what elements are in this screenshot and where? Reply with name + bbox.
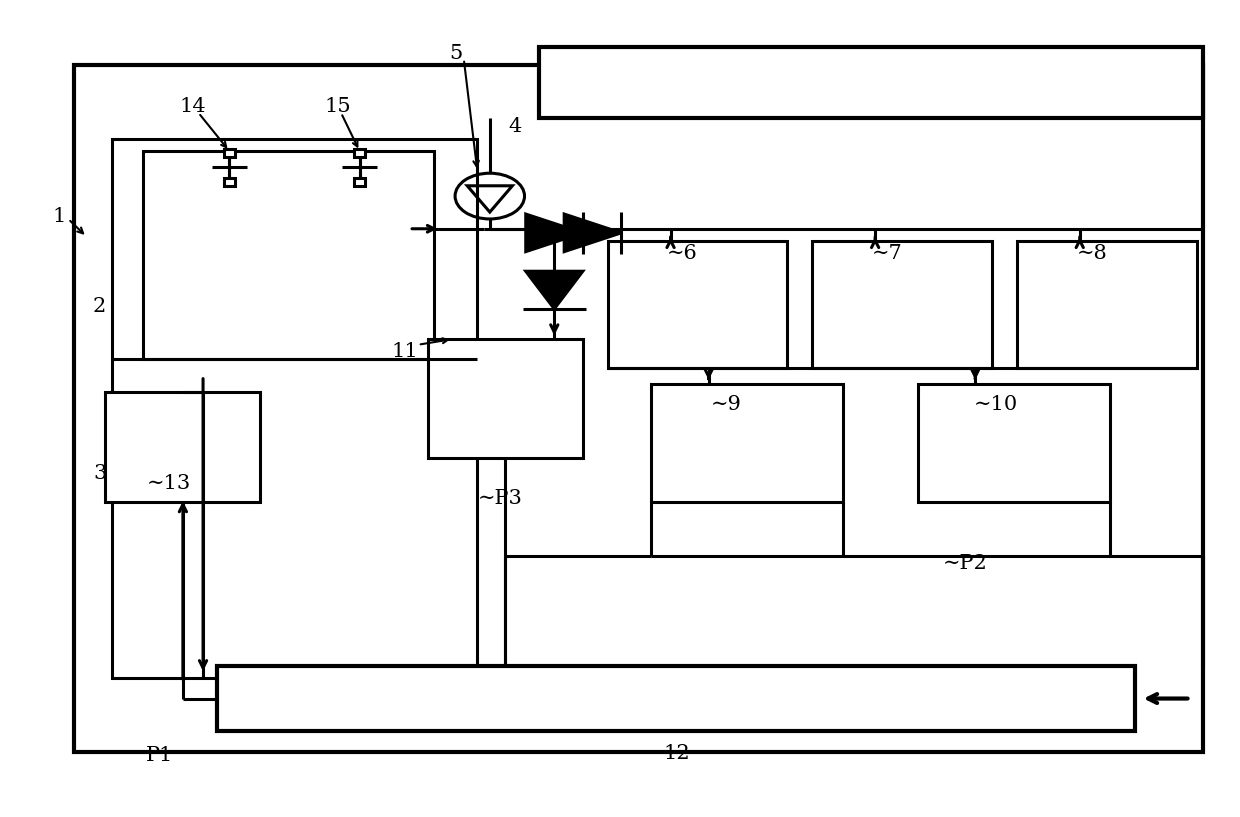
Bar xyxy=(112,139,477,678)
Text: 11: 11 xyxy=(392,342,419,361)
Text: ∼7: ∼7 xyxy=(872,243,903,263)
Bar xyxy=(651,384,843,502)
Bar xyxy=(1017,241,1197,368)
Text: 5: 5 xyxy=(449,43,463,63)
Text: 4: 4 xyxy=(508,117,522,136)
Bar xyxy=(74,65,1203,752)
Text: 15: 15 xyxy=(325,96,351,116)
Text: 2: 2 xyxy=(93,297,107,316)
Bar xyxy=(355,178,365,185)
Bar xyxy=(539,47,1203,118)
Text: P1: P1 xyxy=(146,746,174,766)
Bar xyxy=(105,392,260,502)
Text: ∼P3: ∼P3 xyxy=(477,489,522,508)
Bar xyxy=(428,339,583,458)
Text: 14: 14 xyxy=(180,96,206,116)
Text: 1: 1 xyxy=(52,207,66,226)
Text: ∼10: ∼10 xyxy=(973,395,1018,414)
Bar xyxy=(224,178,234,185)
Bar xyxy=(143,151,434,359)
Bar xyxy=(224,150,234,157)
Text: ∼8: ∼8 xyxy=(1076,243,1107,263)
Text: ∼6: ∼6 xyxy=(667,243,698,263)
Text: 12: 12 xyxy=(663,743,689,763)
Bar xyxy=(812,241,992,368)
Text: ∼13: ∼13 xyxy=(146,474,191,493)
Bar xyxy=(608,241,787,368)
Bar xyxy=(355,150,365,157)
Text: ∼P2: ∼P2 xyxy=(942,554,987,574)
Bar xyxy=(918,384,1110,502)
Text: 3: 3 xyxy=(93,464,107,484)
Bar xyxy=(217,666,1135,731)
Polygon shape xyxy=(564,214,621,252)
Polygon shape xyxy=(526,271,583,309)
Polygon shape xyxy=(526,214,583,252)
Text: ∼9: ∼9 xyxy=(711,395,742,414)
